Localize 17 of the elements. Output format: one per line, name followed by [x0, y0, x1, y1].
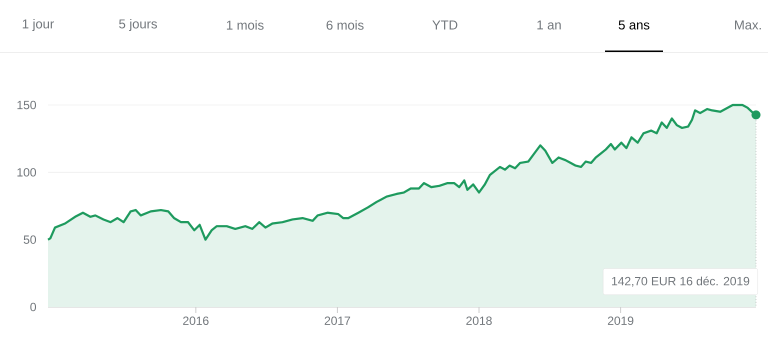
text: 1 mois	[226, 20, 264, 30]
y-tick-label: 150	[17, 100, 36, 110]
text: 1 jour	[22, 18, 54, 32]
text: 1 an	[537, 20, 561, 30]
annotation: 142,70 EUR 16 déc. 2019	[612, 276, 750, 287]
y-tick-label: 50	[24, 235, 36, 244]
y-tick-label: 100	[17, 168, 36, 177]
x-tick-label: 2016	[183, 316, 209, 325]
text: YTD	[432, 20, 458, 30]
text: 5 ans	[618, 20, 650, 30]
text: 5 jours	[119, 18, 157, 32]
text: Max.	[735, 20, 761, 30]
text: 6 mois	[326, 20, 364, 30]
x-tick-label: 2018	[466, 316, 492, 325]
x-tick-label: 2019	[608, 316, 634, 325]
y-tick-label: 0	[30, 302, 36, 312]
x-tick-label: 2017	[324, 316, 350, 325]
